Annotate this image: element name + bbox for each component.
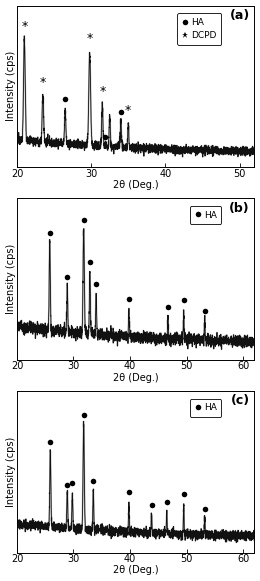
- Legend: HA: HA: [190, 206, 222, 224]
- Text: *: *: [40, 76, 46, 89]
- Text: (c): (c): [231, 394, 250, 407]
- Text: *: *: [99, 85, 105, 98]
- X-axis label: 2θ (Deg.): 2θ (Deg.): [113, 565, 159, 575]
- Text: (a): (a): [229, 9, 250, 22]
- Text: *: *: [87, 32, 93, 45]
- Y-axis label: Intensity (cps): Intensity (cps): [5, 51, 16, 121]
- Legend: HA, DCPD: HA, DCPD: [177, 13, 222, 45]
- X-axis label: 2θ (Deg.): 2θ (Deg.): [113, 180, 159, 190]
- Y-axis label: Intensity (cps): Intensity (cps): [5, 244, 16, 314]
- X-axis label: 2θ (Deg.): 2θ (Deg.): [113, 372, 159, 383]
- Text: *: *: [21, 20, 28, 33]
- Text: *: *: [125, 104, 131, 117]
- Y-axis label: Intensity (cps): Intensity (cps): [5, 437, 16, 507]
- Text: (b): (b): [229, 202, 250, 214]
- Legend: HA: HA: [190, 399, 222, 417]
